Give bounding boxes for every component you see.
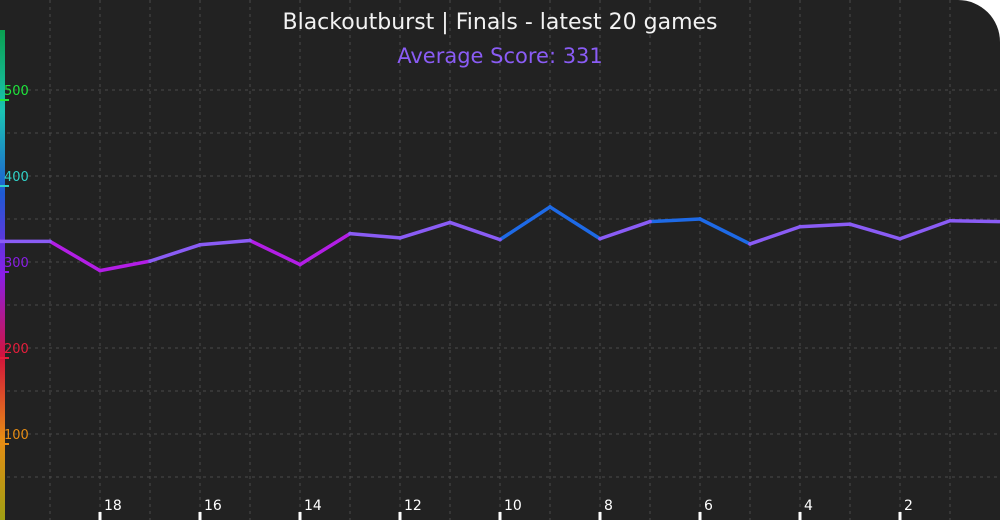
data-point [948,218,952,223]
series-line-segment [148,243,202,263]
data-point [148,259,152,263]
series-line-segment [798,222,852,229]
series-line-segment [198,238,252,247]
series-line-segment [498,205,552,242]
data-point [848,222,852,226]
series-line-segment [598,219,652,241]
data-point [798,224,802,229]
data-point [198,243,202,247]
y-tick-label: 300 [4,256,29,271]
data-point [398,236,402,240]
data-point [698,217,702,221]
series-line-segment [248,238,302,267]
chart-subtitle: Average Score: 331 [397,44,603,68]
x-axis: 18 16 14 12 10 8 6 4 2 [98,498,913,520]
data-point [348,231,352,236]
series-line-segment [298,231,352,267]
y-tick-label: 100 [4,428,29,443]
data-point [498,237,502,242]
x-tick-label: 8 [604,498,613,514]
series-line-segment [48,239,102,273]
x-tick-label: 2 [904,498,913,514]
x-tick-label: 4 [804,498,813,514]
y-axis-color-bar [0,30,5,520]
series-line-segment [949,218,1000,224]
series-line-segment [348,231,402,240]
series-line-segment [898,218,952,241]
series-line-segment [748,224,802,246]
series-line-segment [698,217,752,246]
series-line-segment [648,217,702,224]
chart-title: Blackoutburst | Finals - latest 20 games [283,10,718,35]
data-point [248,238,252,243]
score-series [0,205,1000,273]
x-tick-label: 18 [104,498,122,514]
x-tick-label: 10 [504,498,522,514]
data-point [748,242,752,246]
data-point [648,219,652,224]
series-line-segment [448,220,502,242]
data-point [898,236,902,241]
series-line-segment [848,222,902,241]
series-line-segment [98,259,152,273]
y-tick-label: 400 [4,170,29,185]
series-line-segment [548,205,602,241]
data-point [298,262,302,267]
y-tick-label: 500 [4,84,29,99]
x-tick-label: 6 [704,498,713,514]
data-point [448,220,452,225]
series-line-segment [398,220,452,240]
data-point [598,236,602,241]
data-point [48,239,52,244]
y-axis: 100 200 300 400 500 [0,84,29,445]
x-tick-label: 16 [204,498,222,514]
data-point [0,239,2,244]
x-tick-label: 12 [404,498,422,514]
data-point [548,205,552,209]
y-tick-label: 200 [4,342,29,357]
x-tick-label: 14 [304,498,322,514]
data-point [98,268,102,273]
